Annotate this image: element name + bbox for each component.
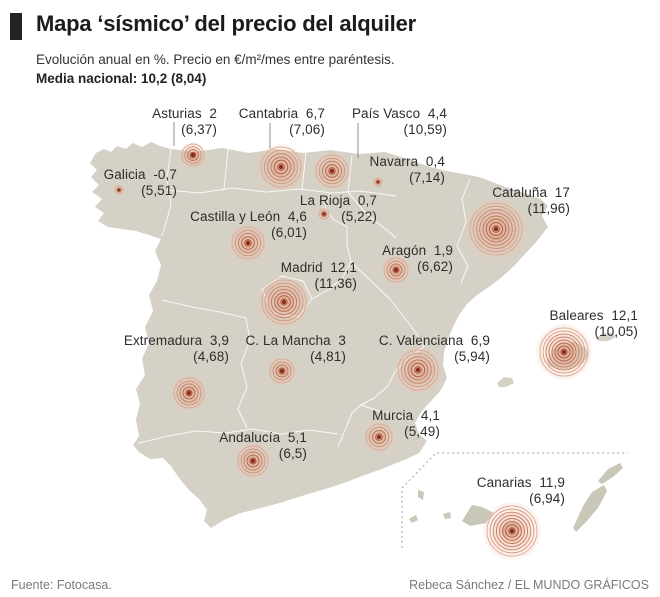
border-navarra-aragon <box>347 191 397 239</box>
epicenter-c-la-mancha <box>268 357 296 385</box>
border-cyl-east <box>311 227 352 300</box>
epicenter-rings-layer <box>114 142 592 560</box>
epicenter-navarra <box>373 177 383 187</box>
region-borders <box>138 148 471 448</box>
border-murcia-valenciana <box>360 404 411 421</box>
fuerteventura-island <box>573 485 607 532</box>
author-credit: Rebeca Sánchez / EL MUNDO GRÁFICOS <box>409 578 649 592</box>
ibiza-island <box>497 377 514 387</box>
border-aragon-clm <box>350 261 425 348</box>
border-galicia <box>161 148 172 237</box>
subtitle: Evolución anual en %. Precio en €/m²/mes… <box>36 52 395 67</box>
epicenter-extremadura <box>171 375 207 411</box>
national-average: Media nacional: 10,2 (8,04) <box>36 71 207 86</box>
border-asturias-cantabria <box>223 148 229 191</box>
epicenter-castilla-y-leon <box>229 224 267 262</box>
tenerife-island <box>462 505 494 526</box>
epicenter-cantabria <box>258 144 304 190</box>
epicenter-asturias <box>180 142 206 168</box>
canarias-inset-border <box>401 452 628 548</box>
epicenter-la-rioja <box>318 208 330 220</box>
page-title: Mapa ‘sísmico’ del precio del alquiler <box>36 11 416 36</box>
el-hierro-island <box>409 515 418 523</box>
menorca-island <box>596 333 616 341</box>
title-accent-bar <box>10 13 22 40</box>
lanzarote-island <box>598 463 623 484</box>
spain-mainland-shape <box>90 142 548 528</box>
epicenter-c-valenciana <box>395 347 441 393</box>
epicenter-cataluna <box>466 199 526 259</box>
border-andalucia-north <box>138 428 339 444</box>
border-murcia-andalucia <box>337 412 353 448</box>
border-aragon-cataluna <box>456 178 471 284</box>
source-credit: Fuente: Fotocasa. <box>11 578 112 592</box>
epicenter-baleares <box>536 324 592 380</box>
border-cantabria-paisvasco <box>301 151 307 191</box>
border-north-strip <box>166 187 397 197</box>
border-paisvasco-navarra <box>347 154 353 193</box>
epicenter-andalucia <box>235 443 271 479</box>
border-cyl-south <box>161 299 247 319</box>
epicenter-pais-vasco <box>313 152 351 190</box>
leader-lines <box>173 122 359 158</box>
epicenter-murcia <box>364 422 394 452</box>
epicenter-madrid <box>258 276 310 328</box>
epicenter-canarias <box>483 502 541 560</box>
la-palma-island <box>418 490 424 500</box>
epicenter-aragon <box>382 256 410 284</box>
border-extremadura-clm <box>237 317 251 429</box>
epicenter-galicia <box>114 185 124 195</box>
la-gomera-island <box>443 512 451 519</box>
